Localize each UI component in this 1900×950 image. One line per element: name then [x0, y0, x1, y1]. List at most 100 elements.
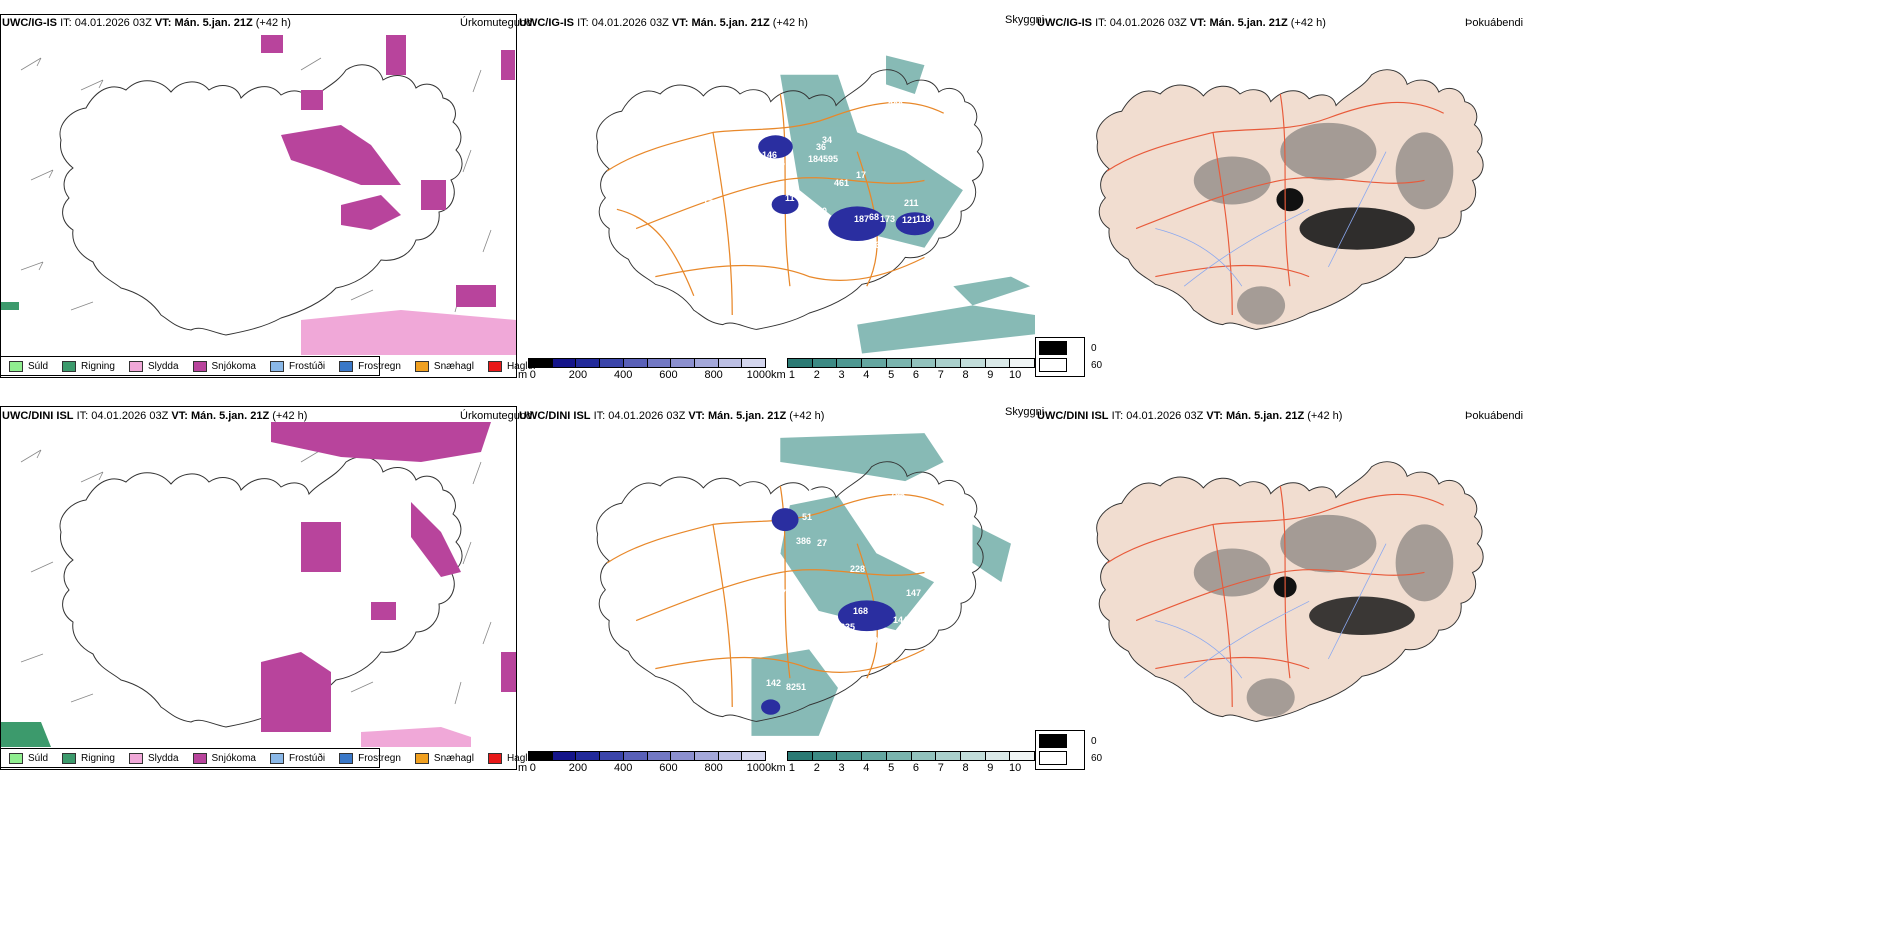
visibility-tick: 10 — [1009, 369, 1022, 381]
precip-legend: Súld Rigning Slydda Snjókoma Frostúði Fr… — [0, 748, 535, 768]
precip-map-frame — [0, 14, 517, 378]
ceiling-label: 101 — [763, 310, 779, 320]
panel-title: UWC/IG-IS IT: 04.01.2026 03Z VT: Mán. 5.… — [1037, 17, 1326, 29]
ceiling-label: 27 — [817, 538, 828, 548]
fog-map — [1096, 461, 1484, 722]
ceiling-label: 461 — [834, 178, 850, 188]
fog-legend-label: 0 — [1091, 343, 1097, 354]
visibility-tick: 9 — [987, 369, 994, 381]
ceiling-tick: 800 — [704, 762, 723, 774]
ceiling-tick: 400 — [614, 369, 633, 381]
ceiling-label: 118 — [916, 214, 931, 224]
visibility-tick: 2 — [813, 369, 820, 381]
ceiling-label: 51 — [802, 512, 813, 522]
sleet-area — [361, 727, 471, 747]
legend-item-snow: Snjókoma — [192, 752, 256, 764]
visibility-tick: 10 — [1009, 762, 1022, 774]
fog-shading — [1193, 514, 1454, 717]
ceiling-label: 235 — [840, 622, 856, 632]
visibility-map — [596, 433, 1011, 736]
panel-title: UWC/DINI ISL IT: 04.01.2026 03Z VT: Mán.… — [1037, 410, 1343, 422]
visibility-tick: 9 — [987, 762, 994, 774]
panel-title: UWC/IG-IS IT: 04.01.2026 03Z VT: Mán. 5.… — [2, 17, 291, 29]
visibility-colorbar: km 1 2 3 4 5 6 7 8 9 10 — [771, 358, 1035, 381]
fog-dense — [1299, 207, 1415, 250]
wind-barbs — [20, 449, 492, 705]
road-network — [1106, 485, 1444, 708]
ceiling-label: 228 — [850, 564, 866, 574]
rain-area — [1, 722, 51, 747]
ceiling-label: 155 — [766, 546, 782, 556]
ceiling-label: 173 — [880, 214, 896, 224]
visibility-colorbar: km 1 2 3 4 5 6 7 8 9 10 — [771, 751, 1035, 774]
ceiling-label: 766 — [798, 488, 814, 498]
ceiling-label: 144 — [893, 615, 909, 625]
ceiling-unit: m — [518, 369, 528, 381]
ceiling-label: 8251 — [786, 682, 807, 692]
ceiling-colorbar: m 0 200 400 600 800 1000 — [518, 751, 771, 774]
ceiling-colorbar: m 0 200 400 600 800 1000 — [518, 358, 771, 381]
panel-name-precip: Úrkomutegund — [460, 17, 533, 29]
ceiling-label: 187 — [854, 214, 870, 224]
ceiling-label: 700 — [868, 635, 884, 645]
ceiling-tick: 1000 — [746, 369, 772, 381]
ceiling-tick: 400 — [614, 762, 633, 774]
legend-item-hail: Haglél — [487, 752, 535, 764]
ceiling-label: 276 — [865, 240, 881, 250]
ceiling-label: 11 — [785, 193, 795, 203]
ceiling-label: 360 — [888, 100, 904, 110]
visibility-tick: 5 — [888, 762, 895, 774]
ceiling-label: 124 — [770, 158, 786, 168]
legend-item-freezing-drizzle: Frostúði — [269, 360, 325, 372]
legend-item-drizzle: Súld — [9, 752, 48, 764]
ceiling-label: 146 — [762, 150, 778, 160]
ceiling-label: 121 — [902, 215, 918, 225]
ceiling-label: 125 — [920, 605, 936, 615]
ceiling-label: 195 — [957, 534, 973, 544]
ceiling-tick: 200 — [568, 369, 588, 381]
fog-legend-swatch-white — [1039, 358, 1067, 372]
ceiling-label: 102 — [934, 506, 950, 516]
visibility-tick: 5 — [888, 369, 895, 381]
visibility-tick: 3 — [838, 369, 845, 381]
road-network — [606, 93, 944, 316]
ceiling-label: 248 — [920, 135, 936, 145]
precip-map — [1, 35, 516, 355]
ceiling-tick: 200 — [568, 762, 588, 774]
legend-item-rain: Rigning — [62, 360, 115, 372]
legend-item-snow-pellets: Snæhagl — [414, 360, 474, 372]
ceiling-tick: 600 — [659, 762, 678, 774]
panel-name-visibility: Skyggni — [1005, 406, 1045, 418]
fog-dense — [1276, 188, 1304, 212]
fog-legend-label: 60 — [1091, 753, 1103, 764]
ceiling-label: 142 — [766, 678, 782, 688]
rain-area — [1, 302, 19, 310]
panel-title: UWC/IG-IS IT: 04.01.2026 03Z VT: Mán. 5.… — [519, 17, 808, 29]
sleet-area — [301, 310, 516, 355]
legend-item-hail: Haglél — [487, 360, 535, 372]
visibility-tick: 1 — [788, 369, 796, 381]
ceiling-label: 168 — [853, 606, 869, 616]
fog-dense — [1309, 596, 1415, 635]
visibility-tick: 2 — [813, 762, 820, 774]
legend-item-sleet: Slydda — [128, 752, 179, 764]
legend-item-freezing-drizzle: Frostúði — [269, 752, 325, 764]
panel-name-fog: Þokuábendi — [1465, 410, 1524, 422]
ceiling-label: 36 — [816, 142, 827, 152]
panel-name-precip: Úrkomutegund — [460, 410, 533, 422]
visibility-tick: 7 — [937, 762, 944, 774]
ceiling-label: 172 — [776, 588, 792, 598]
ceiling-label: 147 — [906, 588, 922, 598]
low-visibility-areas — [780, 55, 1035, 354]
visibility-unit: km — [771, 762, 786, 774]
fog-legend-label: 0 — [1091, 736, 1097, 747]
visibility-tick: 8 — [962, 762, 969, 774]
precip-legend: Súld Rigning Slydda Snjókoma Frostúði Fr… — [0, 356, 535, 376]
ceiling-unit: m — [518, 762, 528, 774]
ceiling-labels-row-2: 766 796 102 195 51 386 27 155 228 147 16… — [540, 422, 1035, 747]
ceiling-label: 173 — [706, 577, 722, 587]
ceiling-label: 242 — [964, 138, 980, 148]
ceiling-tick: 600 — [659, 369, 678, 381]
legend-item-freezing-rain: Frostregn — [339, 752, 401, 764]
visibility-map — [596, 55, 1035, 354]
